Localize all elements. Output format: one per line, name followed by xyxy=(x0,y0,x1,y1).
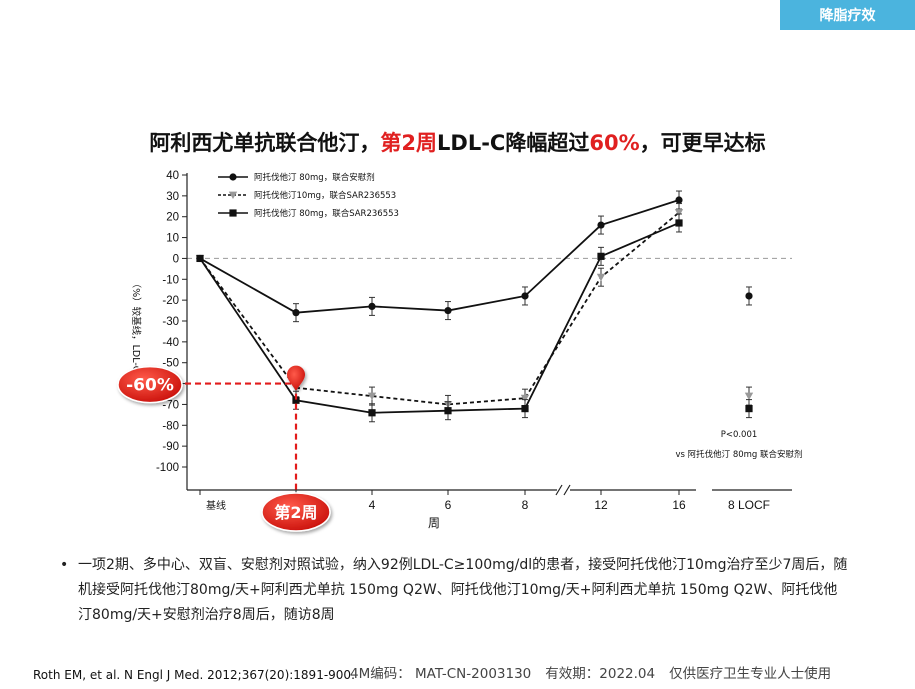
x-tick-label: 8 LOCF xyxy=(728,498,770,512)
data-point xyxy=(444,407,452,415)
bullet-icon: • xyxy=(60,557,69,573)
series-line xyxy=(199,211,680,406)
footer: 4M编码： MAT-CN-2003130 有效期：2022.04 仅供医疗卫生专业人… xyxy=(350,662,845,682)
axis-break-mark xyxy=(555,484,563,496)
map-pin-icon xyxy=(287,365,305,391)
reference: Roth EM, et al. N Engl J Med. 2012;367(2… xyxy=(33,668,355,682)
x-tick-label: 4 xyxy=(369,498,376,512)
data-point xyxy=(228,191,238,199)
study-description-text: 一项2期、多中心、双盲、安慰剂对照试验，纳入92例LDL-C≥100mg/dl的… xyxy=(78,557,848,623)
section-tag: 降脂疗效 xyxy=(780,0,915,30)
data-point xyxy=(675,219,683,227)
data-point xyxy=(674,209,684,217)
week-callout-badge xyxy=(261,492,331,532)
legend-label: 阿托伐他汀10mg，联合SAR236553 xyxy=(254,190,396,201)
series-2 xyxy=(195,203,754,414)
x-tick-label: 8 xyxy=(522,498,529,512)
data-point xyxy=(745,292,753,300)
data-point xyxy=(596,273,606,282)
data-point xyxy=(675,196,683,204)
x-axis-title: 周 xyxy=(428,516,440,530)
page-title: 阿利西尤单抗联合他汀，第2周LDL-C降幅超过60%，可更早达标 xyxy=(0,127,915,157)
y-tick-label: -10 xyxy=(162,274,179,286)
data-point xyxy=(521,292,529,300)
title-part-2: LDL-C降幅超过 xyxy=(437,131,590,155)
x-tick-label: 6 xyxy=(445,498,452,512)
study-description: • 一项2期、多中心、双盲、安慰剂对照试验，纳入92例LDL-C≥100mg/d… xyxy=(60,553,850,628)
data-point xyxy=(292,309,300,317)
footer-code: 4M编码： MAT-CN-2003130 xyxy=(350,666,532,682)
title-part-3: ，可更早达标 xyxy=(639,131,766,155)
data-point xyxy=(444,306,452,315)
y-tick-label: -40 xyxy=(162,337,179,349)
data-point xyxy=(368,409,376,417)
data-point xyxy=(744,392,754,401)
series-line xyxy=(199,222,680,414)
x-tick-label: 16 xyxy=(672,498,686,512)
title-highlight-week: 第2周 xyxy=(380,131,438,155)
title-highlight-percent: 60% xyxy=(589,131,640,155)
footer-validity: 有效期：2022.04 xyxy=(545,666,656,682)
data-point xyxy=(520,394,530,403)
y-tick-label: 40 xyxy=(166,170,179,182)
axis-break-mark xyxy=(563,484,571,496)
data-point xyxy=(229,209,237,217)
data-point xyxy=(292,396,300,404)
data-point xyxy=(196,254,204,263)
legend-label: 阿托伐他汀 80mg，联合安慰剂 xyxy=(254,172,375,183)
percent-callout-badge xyxy=(117,365,183,404)
p-value-annotation: P<0.001 xyxy=(721,430,758,440)
series-3 xyxy=(196,213,753,423)
y-tick-label: -70 xyxy=(162,399,179,411)
data-point xyxy=(597,221,605,229)
y-tick-label: -100 xyxy=(156,462,179,474)
y-tick-label: -20 xyxy=(162,295,179,307)
title-part-1: 阿利西尤单抗联合他汀， xyxy=(149,131,381,155)
y-tick-label: 30 xyxy=(166,191,179,203)
series-1 xyxy=(196,190,753,323)
y-axis-title: （%）较基线，LDL-C降幅 xyxy=(130,279,142,392)
y-tick-label: -50 xyxy=(162,358,179,370)
comparison-annotation: vs 阿托伐他汀 80mg 联合安慰剂 xyxy=(675,449,802,460)
y-tick-label: 20 xyxy=(166,212,179,224)
data-point xyxy=(367,392,377,401)
data-point xyxy=(745,405,753,413)
x-tick-label: 12 xyxy=(594,498,608,512)
data-point xyxy=(368,302,376,310)
week-callout-label: 第2周 xyxy=(274,503,317,522)
data-point xyxy=(597,252,605,260)
x-tick-label: 基线 xyxy=(206,499,226,512)
y-tick-label: 10 xyxy=(166,233,179,245)
data-point xyxy=(521,405,529,413)
percent-callout-label: -60% xyxy=(126,376,174,396)
legend-label: 阿托伐他汀 80mg，联合SAR236553 xyxy=(254,208,399,219)
data-point xyxy=(229,173,237,181)
y-tick-label: 0 xyxy=(173,253,179,265)
y-tick-label: -90 xyxy=(162,441,179,453)
y-tick-label: -30 xyxy=(162,316,179,328)
footer-notice: 仅供医疗卫生专业人士使用 xyxy=(669,666,832,682)
y-tick-label: -80 xyxy=(162,420,179,432)
